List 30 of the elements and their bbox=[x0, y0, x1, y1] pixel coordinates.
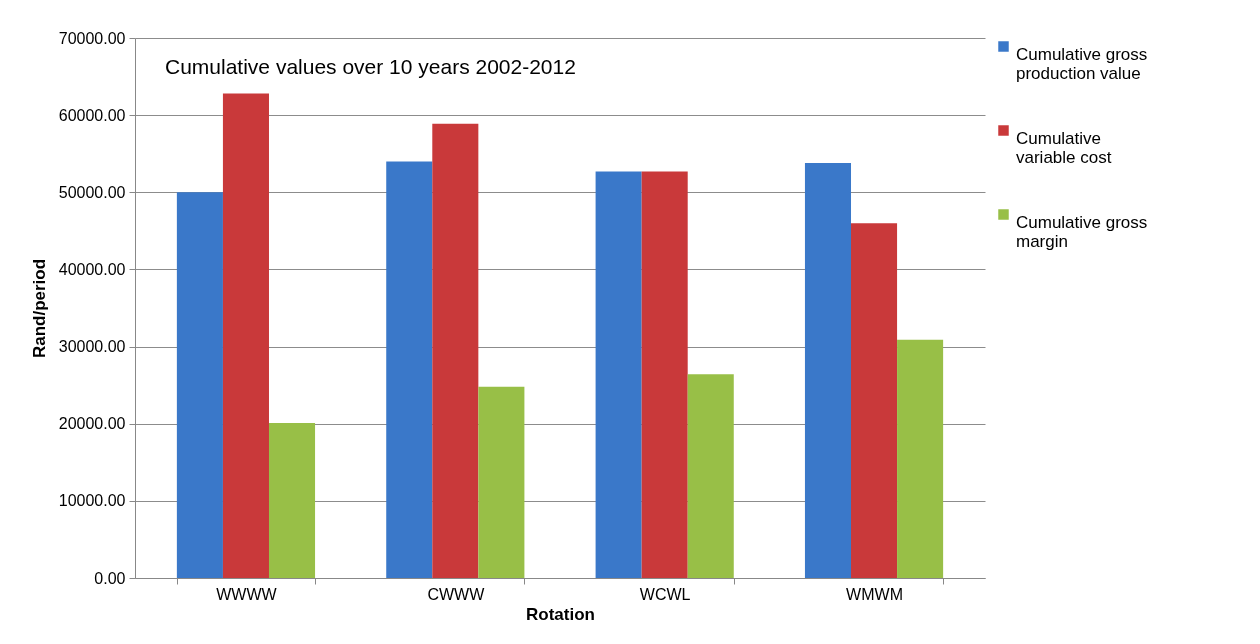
bar bbox=[595, 171, 642, 578]
x-axis-title: Rotation bbox=[526, 604, 595, 624]
y-tick-label: 40000.00 bbox=[58, 260, 126, 278]
y-axis-title: Rand/period bbox=[29, 258, 49, 359]
y-tick-label: 50000.00 bbox=[58, 183, 126, 201]
x-tick-label: WMWM bbox=[846, 585, 903, 603]
legend-label: Cumulative gross margin bbox=[1016, 212, 1148, 251]
bar bbox=[176, 192, 223, 578]
y-tick-label: 0.00 bbox=[94, 569, 126, 587]
bar bbox=[268, 422, 316, 578]
x-tick-label: WWWW bbox=[216, 585, 278, 603]
y-tick-label: 10000.00 bbox=[58, 492, 126, 510]
y-tick-label: 60000.00 bbox=[58, 106, 126, 124]
legend-label: Cumulative variable cost bbox=[1016, 128, 1112, 167]
bar bbox=[478, 386, 525, 578]
x-tick-label: CWWW bbox=[427, 585, 486, 603]
y-tick-label: 30000.00 bbox=[58, 338, 126, 356]
y-tick-label: 70000.00 bbox=[58, 29, 126, 47]
bar bbox=[804, 162, 852, 578]
bar bbox=[897, 339, 944, 578]
bar bbox=[386, 161, 433, 578]
bar bbox=[687, 374, 734, 578]
bar bbox=[641, 171, 688, 578]
x-tick-label: WCWL bbox=[639, 585, 691, 603]
text: Cumulative values over 10 years 2002-2012 bbox=[165, 55, 576, 78]
bar bbox=[222, 93, 269, 578]
legend-label: Cumulative gross production value bbox=[1016, 44, 1148, 83]
y-tick-label: 20000.00 bbox=[58, 415, 126, 433]
bar bbox=[432, 123, 479, 578]
bar bbox=[851, 223, 898, 578]
